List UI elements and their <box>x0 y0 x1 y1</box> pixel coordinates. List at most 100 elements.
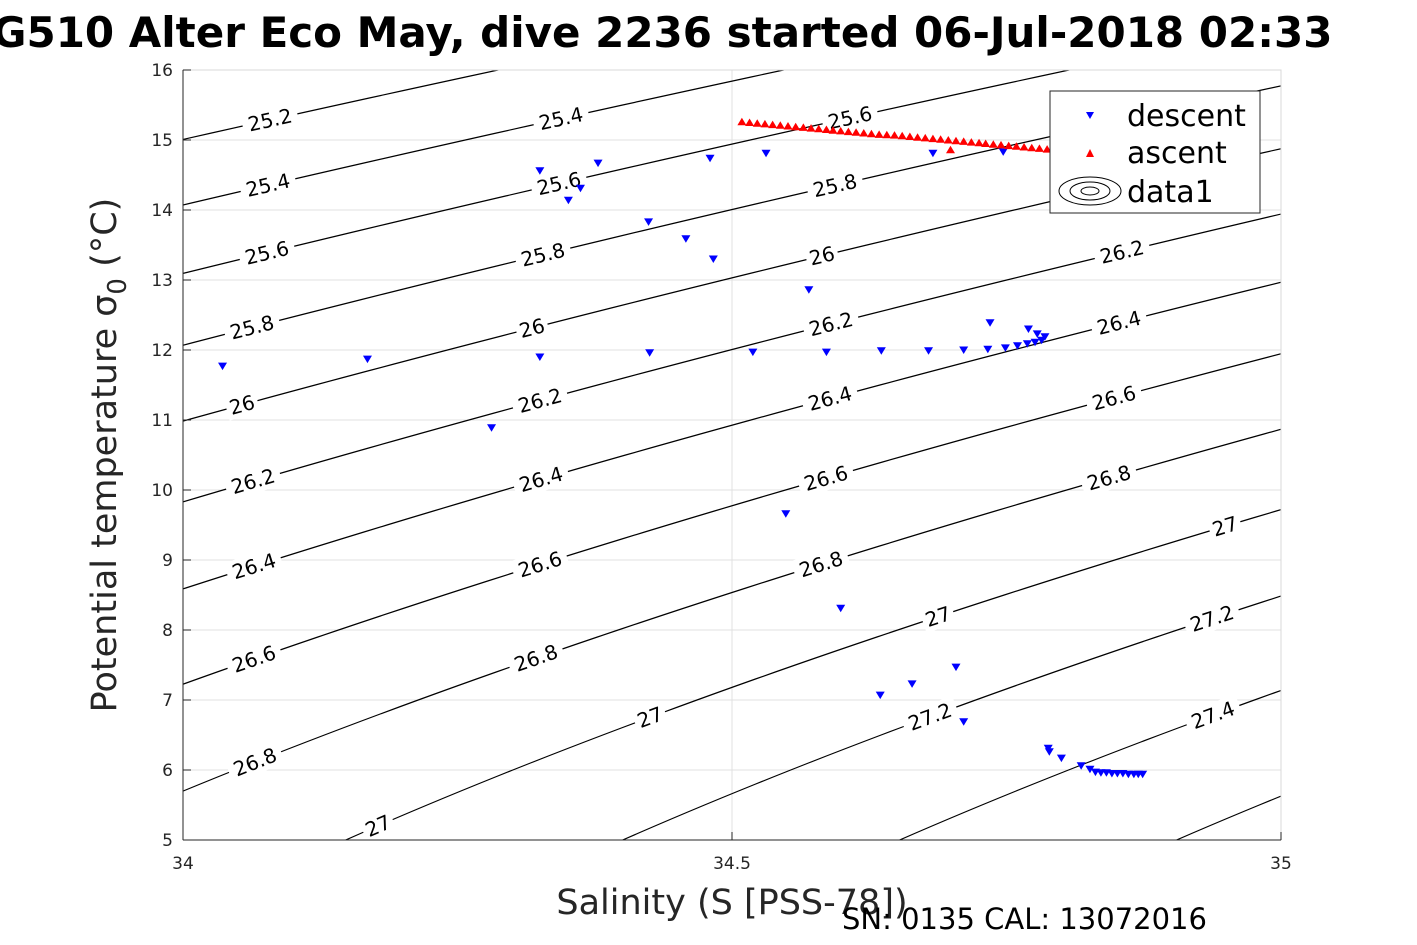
contour-label-bg <box>509 544 571 585</box>
contour-label-bg <box>223 638 285 680</box>
ascent-point <box>1004 141 1014 150</box>
legend-ascent-marker-icon <box>1086 149 1094 157</box>
ascent-point <box>936 135 946 143</box>
contour-label-bg <box>1206 510 1244 543</box>
contour-line <box>344 508 1281 840</box>
y-tick-label: 7 <box>162 691 173 711</box>
y-tick-label: 12 <box>151 341 173 361</box>
ascent-point <box>897 131 907 140</box>
y-axis-label-main: Potential temperature σ <box>85 295 125 713</box>
contour-line <box>1175 795 1281 840</box>
y-tick-label: 14 <box>151 201 173 221</box>
ascent-point <box>882 130 892 139</box>
contour-label-bg <box>820 99 880 136</box>
descent-point <box>1138 770 1148 779</box>
contour-label-bg <box>529 165 589 202</box>
ascent-point <box>996 140 1006 149</box>
y-tick-label: 6 <box>162 761 173 781</box>
ascent-point <box>1011 142 1021 150</box>
descent-point <box>1023 325 1033 333</box>
contour-label-bg <box>630 700 670 735</box>
descent-point <box>681 235 691 243</box>
ascent-point <box>1027 143 1037 152</box>
descent-point <box>959 346 969 354</box>
contour-label-bg <box>358 808 398 844</box>
x-tick-label: 34.5 <box>713 854 751 874</box>
contour-line <box>621 595 1281 840</box>
ascent-point <box>828 126 838 134</box>
descent-point <box>535 167 545 175</box>
y-tick-label: 11 <box>151 411 173 431</box>
ascent-point <box>920 133 930 142</box>
contour-label-bg <box>799 379 861 418</box>
descent-point <box>1012 342 1022 350</box>
ascent-point <box>737 117 747 126</box>
contour-label-bg <box>510 459 572 499</box>
descent-point <box>1022 340 1032 348</box>
ascent-point <box>783 122 793 130</box>
legend-ascent-label: ascent <box>1127 136 1227 171</box>
descent-point <box>644 218 654 226</box>
descent-point <box>983 345 993 354</box>
descent-point <box>821 348 831 357</box>
contour-label-bg <box>795 458 857 498</box>
contour-label-bg <box>790 544 852 585</box>
contour-line <box>898 689 1281 840</box>
contour-label-bg <box>512 236 574 273</box>
contour-label-text: 26 <box>807 241 837 270</box>
legend-contour-icon <box>1058 176 1122 206</box>
ascent-point <box>1019 143 1029 151</box>
legend-descent-marker-icon <box>1086 112 1094 119</box>
ascent-point <box>928 134 938 143</box>
ascent-point <box>1042 145 1052 153</box>
x-axis-label: Salinity (S [PSS-78]) <box>556 883 907 923</box>
descent-point <box>1030 338 1040 347</box>
ascent-point <box>866 129 876 138</box>
contour-label-bg <box>899 695 961 738</box>
descent-point <box>959 718 969 726</box>
descent-point <box>804 286 814 294</box>
ascent-point <box>988 140 998 148</box>
descent-point <box>951 663 961 672</box>
contour-label-bg <box>513 312 551 344</box>
ascent-point <box>913 133 923 141</box>
descent-point <box>998 148 1008 156</box>
descent-point <box>761 149 771 158</box>
ascent-point <box>974 138 984 147</box>
descent-point <box>645 349 655 357</box>
ascent-point <box>798 123 808 131</box>
descent-point <box>748 348 758 357</box>
descent-point <box>1040 333 1050 341</box>
ascent-point <box>981 139 991 147</box>
ascent-point <box>752 119 762 127</box>
contour-label-bg <box>221 308 283 346</box>
ascent-point <box>760 119 770 128</box>
y-tick-label: 15 <box>151 131 173 151</box>
contour-label-bg <box>1181 598 1243 639</box>
descent-point <box>593 159 603 168</box>
contour-label: 26.2 <box>1091 233 1153 271</box>
contour-label-bg <box>803 240 841 272</box>
descent-point <box>708 255 718 263</box>
ascent-point <box>814 124 824 133</box>
contour-label-bg <box>238 167 298 204</box>
descent-point <box>218 362 228 371</box>
ascent-point <box>966 138 976 146</box>
contour-label-bg <box>223 546 285 587</box>
ascent-point <box>836 126 846 135</box>
ascent-point <box>859 129 869 137</box>
contour-label-bg <box>236 234 298 272</box>
contour-label: 25.8 <box>805 167 865 204</box>
y-tick-label: 13 <box>151 271 173 291</box>
ascent-point <box>946 145 956 154</box>
legend-box <box>1049 90 1261 214</box>
descent-point <box>535 353 545 361</box>
ticks: 34 34.5 35 5 6 7 8 9 10 11 12 13 14 15 16 <box>151 61 1291 874</box>
y-axis-label-subscript: 0 <box>103 278 133 295</box>
